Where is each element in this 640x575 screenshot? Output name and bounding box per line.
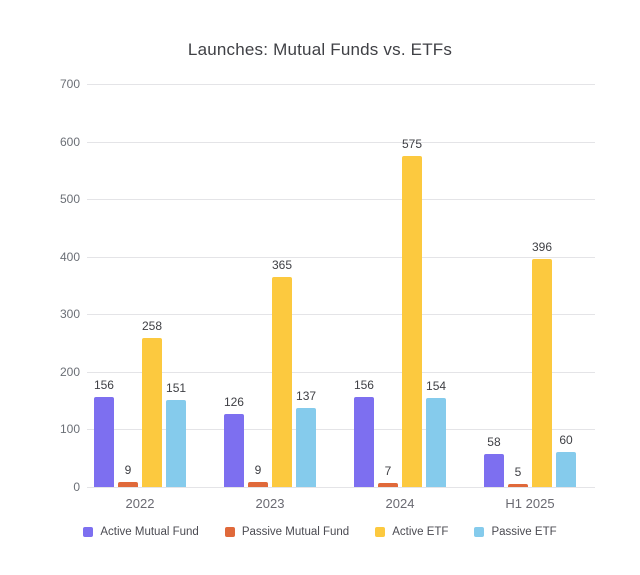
bar-column: 126: [224, 84, 244, 487]
bar-passive-etf-h1-2025: [556, 452, 577, 487]
bar-passive-mutual-fund-2023: [247, 481, 268, 487]
bar-passive-etf-2022: [166, 400, 187, 487]
legend-label: Active ETF: [392, 526, 449, 538]
y-tick-label-700: 700: [59, 77, 80, 91]
plot-area: 156 9 258 151 126 9 365 137 156 7 575 154 58 5 396 60: [75, 84, 595, 487]
bar-column: 156: [94, 84, 114, 487]
legend-label: Passive Mutual Fund: [241, 526, 350, 538]
bar-column: 137: [296, 84, 316, 487]
legend: Active Mutual Fund Passive Mutual Fund Act…: [0, 526, 640, 538]
gridline-600: [87, 141, 595, 143]
y-tick-label-100: 100: [59, 422, 80, 437]
bar-group-h1-2025: 58 5 396 60: [465, 84, 595, 487]
bar-active-etf-h1-2025: [532, 259, 552, 487]
bar-column: 5: [507, 84, 528, 487]
bar-value-label: 58: [487, 434, 501, 449]
bar-column: 575: [402, 84, 422, 487]
bar-column: 258: [142, 84, 162, 487]
legend-item-active-mutual-fund: Active Mutual Fund: [83, 526, 199, 538]
legend-label: Active Mutual Fund: [100, 526, 199, 538]
bar-group-2024: 156 7 575 154: [335, 84, 465, 487]
bar-value-label: 9: [124, 462, 132, 477]
bar-active-mutual-fund-2024: [353, 397, 374, 487]
gridlines: [87, 0, 595, 575]
bar-passive-mutual-fund-2022: [117, 481, 138, 487]
bar-passive-mutual-fund-h1-2025: [507, 484, 528, 487]
legend-item-active-etf: Active ETF: [375, 526, 448, 538]
bar-column: 9: [247, 84, 268, 487]
bar-column: 7: [377, 84, 398, 487]
x-axis-label-2024: 2024: [385, 496, 415, 511]
bar-passive-etf-2024: [426, 398, 447, 487]
bar-passive-mutual-fund-2024: [377, 482, 398, 487]
bar-group-2022: 156 9 258 151: [75, 84, 205, 487]
legend-item-passive-mutual-fund: Passive Mutual Fund: [224, 526, 350, 538]
y-axis: 0 100 200 300 400 500 600 700: [0, 0, 80, 575]
y-tick-label-400: 400: [59, 249, 80, 264]
bar-active-mutual-fund-2023: [223, 414, 244, 487]
bar-column: 154: [426, 84, 446, 487]
legend-swatch-icon: [83, 527, 94, 537]
x-axis-label-2022: 2022: [125, 496, 155, 511]
gridline-500: [87, 199, 595, 201]
bar-value-label: 151: [166, 381, 187, 396]
bar-value-label: 258: [141, 319, 163, 334]
bar-value-label: 5: [514, 465, 522, 480]
bar-value-label: 126: [223, 395, 244, 410]
bar-column: 60: [556, 84, 577, 487]
bar-value-label: 156: [93, 378, 114, 393]
bar-active-mutual-fund-2022: [93, 397, 114, 487]
gridline-200: [87, 371, 595, 373]
legend-item-passive-etf: Passive ETF: [474, 526, 557, 538]
bar-column: 9: [117, 84, 138, 487]
bar-column: 156: [354, 84, 374, 487]
bar-value-label: 7: [384, 463, 392, 478]
gridline-700: [87, 84, 595, 85]
bar-active-etf-2023: [272, 276, 292, 487]
x-axis-labels: 2022 2023 2024 H1 2025: [75, 496, 595, 511]
bar-value-label: 156: [353, 378, 374, 393]
y-tick-label-500: 500: [59, 192, 80, 207]
bar-column: 365: [272, 84, 292, 487]
bar-value-label: 575: [401, 136, 423, 151]
y-tick-label-200: 200: [59, 364, 80, 379]
gridline-300: [87, 314, 595, 316]
gridline-400: [87, 256, 595, 258]
bar-column: 58: [483, 84, 504, 487]
legend-swatch-icon: [224, 527, 235, 537]
y-tick-label-600: 600: [59, 134, 80, 149]
x-axis-label-2023: 2023: [255, 496, 285, 511]
bar-passive-etf-2023: [296, 408, 317, 487]
legend-swatch-icon: [474, 527, 485, 537]
bar-value-label: 396: [531, 240, 553, 255]
gridline-100: [87, 429, 595, 431]
gridline-0: [87, 487, 595, 488]
bar-value-label: 137: [296, 389, 317, 404]
bar-column: 396: [532, 84, 552, 487]
bar-active-etf-2024: [402, 155, 422, 487]
bar-value-label: 60: [559, 433, 573, 448]
bar-group-2023: 126 9 365 137: [205, 84, 335, 487]
bar-value-label: 154: [426, 379, 447, 394]
bar-active-etf-2022: [142, 338, 162, 487]
legend-label: Passive ETF: [491, 526, 557, 538]
legend-swatch-icon: [375, 527, 386, 537]
bar-value-label: 365: [271, 257, 293, 272]
x-axis-label-h1-2025: H1 2025: [505, 496, 555, 511]
chart-title: Launches: Mutual Funds vs. ETFs: [187, 40, 453, 59]
y-tick-label-300: 300: [59, 307, 80, 322]
bar-active-mutual-fund-h1-2025: [483, 453, 504, 487]
bar-column: 151: [166, 84, 186, 487]
bar-value-label: 9: [254, 462, 262, 477]
y-tick-label-0: 0: [73, 480, 80, 494]
